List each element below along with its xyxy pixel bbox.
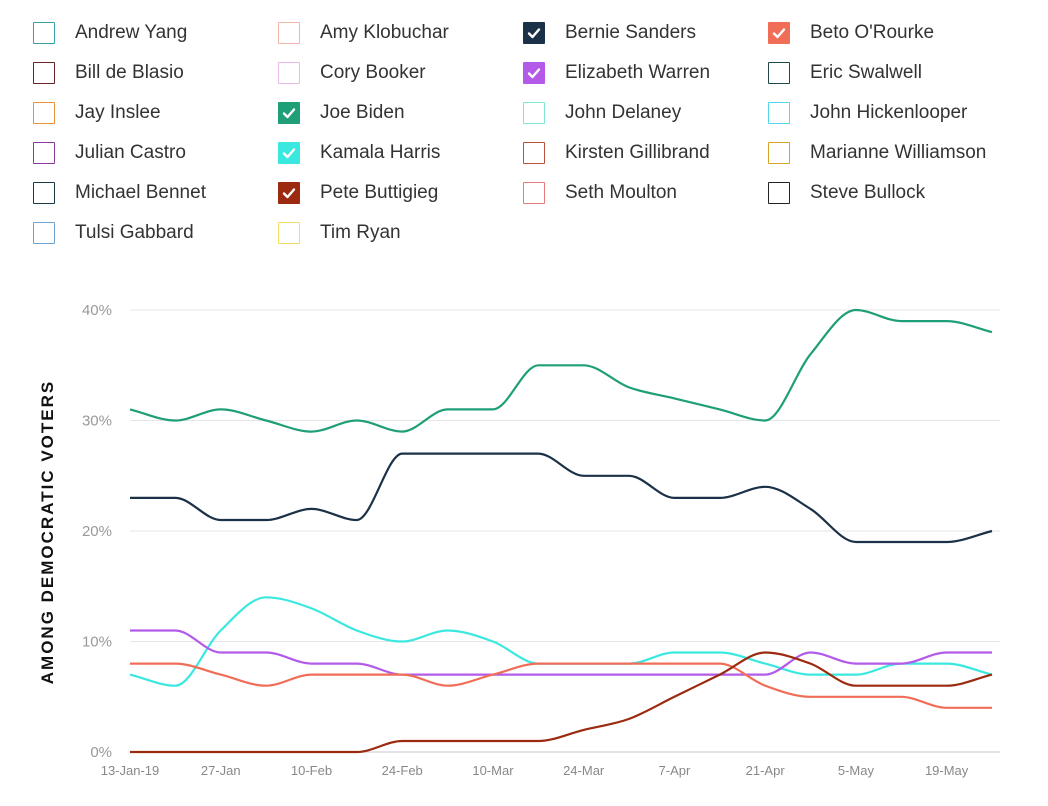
legend-checkbox[interactable] [523,22,545,44]
legend-item-steve-bullock[interactable]: Steve Bullock [768,180,925,206]
legend-item-julian-castro[interactable]: Julian Castro [33,140,186,166]
legend-item-andrew-yang[interactable]: Andrew Yang [33,20,187,46]
y-tick-label: 0% [90,744,112,761]
legend-item-eric-swalwell[interactable]: Eric Swalwell [768,60,922,86]
legend-item-pete-buttigieg[interactable]: Pete Buttigieg [278,180,438,206]
legend-checkbox[interactable] [523,142,545,164]
y-tick-label: 30% [82,413,112,430]
x-tick-label: 10-Mar [472,763,514,778]
legend-label: Michael Bennet [75,182,206,203]
legend: Andrew Yang Amy Klobuchar Bernie Sanders Be… [33,20,1033,260]
x-tick-label: 13-Jan-19 [101,763,160,778]
legend-item-john-hickenlooper[interactable]: John Hickenlooper [768,100,967,126]
legend-label: Bill de Blasio [75,62,184,83]
series-line-joe-biden[interactable] [129,308,993,433]
legend-label: Beto O'Rourke [810,22,935,43]
checkmark-icon [282,148,296,159]
legend-item-tim-ryan[interactable]: Tim Ryan [278,220,401,246]
legend-label: Pete Buttigieg [320,182,439,203]
legend-item-cory-booker[interactable]: Cory Booker [278,60,426,86]
legend-label: Bernie Sanders [565,22,696,43]
legend-label: Elizabeth Warren [565,62,711,83]
checkmark-icon [282,108,296,119]
legend-item-seth-moulton[interactable]: Seth Moulton [523,180,677,206]
legend-label: John Hickenlooper [810,102,968,123]
legend-checkbox[interactable] [523,62,545,84]
legend-label: Eric Swalwell [810,62,922,83]
checkmark-icon [772,28,786,39]
y-axis-ticks: 0% 10% 20% 30% 40% [82,302,112,761]
legend-checkbox[interactable] [33,142,55,164]
legend-label: Julian Castro [75,142,186,163]
x-tick-label: 24-Mar [563,763,605,778]
x-axis-ticks: 13-Jan-19 27-Jan 10-Feb 24-Feb 10-Mar 24-Mar 7… [101,763,969,778]
checkmark-icon [282,188,296,199]
legend-label: Amy Klobuchar [320,22,449,43]
legend-item-joe-biden[interactable]: Joe Biden [278,100,405,126]
checkmark-icon [527,28,541,39]
legend-label: Tim Ryan [320,222,401,243]
legend-label: Marianne Williamson [810,142,987,163]
legend-label: Kirsten Gillibrand [565,142,710,163]
series-line-elizabeth-warren[interactable] [130,629,992,676]
legend-item-jay-inslee[interactable]: Jay Inslee [33,100,161,126]
legend-checkbox[interactable] [278,142,300,164]
x-tick-label: 19-May [925,763,969,778]
x-tick-label: 27-Jan [201,763,241,778]
legend-item-bill-de-blasio[interactable]: Bill de Blasio [33,60,184,86]
legend-label: John Delaney [565,102,682,123]
legend-checkbox[interactable] [768,102,790,124]
legend-item-john-delaney[interactable]: John Delaney [523,100,681,126]
legend-item-amy-klobuchar[interactable]: Amy Klobuchar [278,20,449,46]
legend-label: Steve Bullock [810,182,926,203]
legend-checkbox[interactable] [768,182,790,204]
legend-checkbox[interactable] [33,102,55,124]
x-tick-label: 10-Feb [291,763,332,778]
y-axis-label: AMONG DEMOCRATIC VOTERS [38,380,57,684]
legend-checkbox[interactable] [278,222,300,244]
series-line-pete-buttigieg[interactable] [130,651,993,754]
x-tick-label: 24-Feb [382,763,423,778]
legend-checkbox[interactable] [33,62,55,84]
legend-checkbox[interactable] [768,22,790,44]
legend-label: Jay Inslee [75,102,161,123]
legend-checkbox[interactable] [33,22,55,44]
series-line-beto-o-rourke[interactable] [130,662,992,709]
legend-item-beto-o-rourke[interactable]: Beto O'Rourke [768,20,934,46]
legend-item-michael-bennet[interactable]: Michael Bennet [33,180,206,206]
legend-label: Andrew Yang [75,22,188,43]
legend-checkbox[interactable] [523,182,545,204]
legend-label: Seth Moulton [565,182,677,203]
legend-checkbox[interactable] [278,22,300,44]
legend-label: Cory Booker [320,62,426,83]
x-tick-label: 5-May [838,763,875,778]
legend-item-tulsi-gabbard[interactable]: Tulsi Gabbard [33,220,194,246]
legend-checkbox[interactable] [768,142,790,164]
legend-item-kirsten-gillibrand[interactable]: Kirsten Gillibrand [523,140,710,166]
legend-item-elizabeth-warren[interactable]: Elizabeth Warren [523,60,710,86]
legend-label: Kamala Harris [320,142,441,163]
legend-checkbox[interactable] [278,102,300,124]
y-tick-label: 20% [82,523,112,540]
legend-label: Tulsi Gabbard [75,222,194,243]
legend-item-bernie-sanders[interactable]: Bernie Sanders [523,20,696,46]
legend-label: Joe Biden [320,102,405,123]
series-lines [129,308,993,754]
checkmark-icon [527,68,541,79]
legend-checkbox[interactable] [33,182,55,204]
y-tick-label: 10% [82,634,112,651]
series-line-bernie-sanders[interactable] [129,452,993,544]
x-tick-label: 21-Apr [746,763,786,778]
legend-checkbox[interactable] [278,62,300,84]
legend-checkbox[interactable] [768,62,790,84]
x-tick-label: 7-Apr [659,763,691,778]
legend-checkbox[interactable] [523,102,545,124]
legend-checkbox[interactable] [278,182,300,204]
legend-item-marianne-williamson[interactable]: Marianne Williamson [768,140,986,166]
y-tick-label: 40% [82,302,112,319]
legend-item-kamala-harris[interactable]: Kamala Harris [278,140,440,166]
legend-checkbox[interactable] [33,222,55,244]
